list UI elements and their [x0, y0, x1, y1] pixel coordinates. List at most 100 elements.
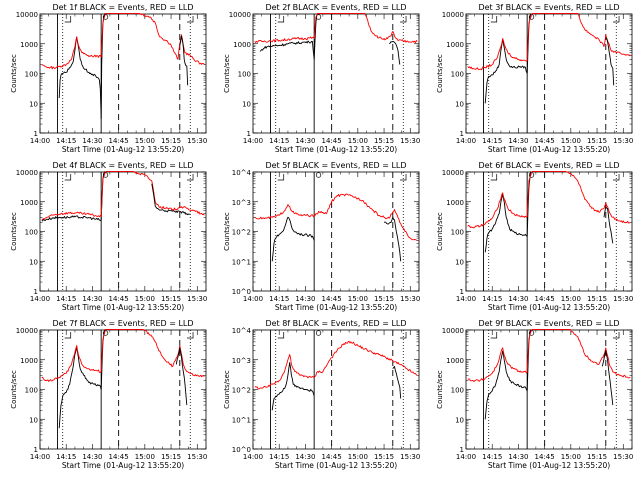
events-series-line: [259, 13, 319, 60]
x-tick-label: 14:00: [456, 137, 476, 145]
y-tick-label: 10000: [442, 327, 464, 335]
lld-series-line: [467, 328, 631, 383]
events-series-line: [41, 171, 106, 222]
x-tick-label: 14:15: [56, 137, 76, 145]
x-tick-label: 15:15: [161, 137, 181, 145]
y-tick-label: 1000: [233, 41, 251, 49]
x-tick-label: 15:00: [348, 137, 368, 145]
series-group: [467, 328, 631, 420]
y-tick-label: 10: [29, 416, 38, 424]
attenuator-marker: [277, 16, 285, 23]
x-tick-label: 15:00: [561, 295, 581, 303]
x-tick-label: 14:15: [56, 295, 76, 303]
y-tick-label: 10^4: [232, 169, 252, 177]
attenuator-marker: [277, 332, 285, 339]
y-tick-label: 10000: [16, 327, 38, 335]
attenuator-marker: [400, 16, 407, 23]
lld-series-line: [41, 170, 205, 221]
x-tick-label: 14:45: [535, 295, 555, 303]
interval-lines: [483, 330, 617, 449]
y-tick-label: 10^3: [232, 357, 251, 365]
x-tick-label: 14:30: [295, 453, 315, 461]
y-tick-label: 1: [460, 288, 464, 296]
events-series-line: [179, 35, 189, 86]
x-tick-label: 15:30: [613, 453, 633, 461]
interval-lines: [270, 330, 404, 449]
y-axis-label: Counts/sec: [223, 370, 231, 409]
y-tick-label: 100: [451, 229, 464, 237]
y-tick-label: 1: [34, 288, 38, 296]
panel-4: Det 4f BLACK = Events, RED = LLD 1 10 100 10…: [10, 161, 207, 312]
panel-title: Det 1f BLACK = Events, RED = LLD: [52, 3, 193, 12]
attenuator-marker: [64, 174, 72, 181]
series-group: [467, 12, 631, 104]
x-tick-label: 15:15: [161, 453, 181, 461]
x-tick-label: 14:45: [109, 453, 129, 461]
y-tick-label: 100: [25, 387, 38, 395]
attenuator-marker: [613, 174, 620, 181]
x-axis-label: Start Time (01-Aug-12 13:55:20): [488, 303, 610, 312]
y-axis-label: Counts/sec: [10, 370, 18, 409]
x-tick-label: 14:45: [109, 137, 129, 145]
x-tick-label: 15:00: [561, 453, 581, 461]
x-tick-label: 14:15: [269, 295, 289, 303]
x-tick-label: 15:00: [135, 295, 155, 303]
x-tick-label: 14:15: [482, 453, 502, 461]
panel-title: Det 9f BLACK = Events, RED = LLD: [478, 319, 619, 328]
attenuator-marker: [613, 16, 620, 23]
y-tick-label: 10^2: [232, 229, 251, 237]
x-tick-label: 15:00: [348, 453, 368, 461]
panel-1: Det 1f BLACK = Events, RED = LLD 1 10 100 10…: [10, 3, 207, 154]
attenuator-marker: [490, 332, 498, 339]
attenuator-marker: [315, 330, 322, 336]
x-tick-label: 14:00: [456, 295, 476, 303]
y-tick-label: 1: [34, 446, 38, 454]
y-tick-label: 1000: [446, 357, 464, 365]
x-axis-label: Start Time (01-Aug-12 13:55:20): [488, 145, 610, 154]
panel-6: Det 6f BLACK = Events, RED = LLD 1 10 100 10…: [436, 161, 633, 312]
lld-series-line: [254, 193, 418, 241]
x-tick-label: 14:45: [322, 295, 342, 303]
interval-lines: [270, 172, 404, 291]
x-tick-label: 14:45: [109, 295, 129, 303]
x-tick-label: 14:15: [269, 137, 289, 145]
x-axis-label: Start Time (01-Aug-12 13:55:20): [275, 145, 397, 154]
attenuator-marker: [187, 174, 194, 181]
events-series-line: [601, 350, 614, 406]
attenuator-marker: [64, 16, 72, 23]
x-tick-label: 15:00: [135, 453, 155, 461]
x-tick-label: 15:30: [400, 137, 420, 145]
interval-lines: [57, 14, 191, 133]
y-tick-label: 10000: [442, 11, 464, 19]
events-series-line: [271, 216, 315, 262]
events-series-line: [58, 13, 106, 120]
events-series-line: [392, 365, 402, 399]
y-axis-label: Counts/sec: [223, 54, 231, 93]
x-tick-label: 15:15: [587, 137, 607, 145]
events-series-line: [389, 40, 401, 65]
series-group: [254, 193, 418, 262]
events-series-line: [484, 171, 532, 253]
y-tick-label: 10: [455, 416, 464, 424]
y-tick-label: 10000: [442, 169, 464, 177]
series-group: [41, 12, 205, 120]
panel-title: Det 4f BLACK = Events, RED = LLD: [52, 161, 193, 170]
events-series-line: [58, 329, 106, 429]
x-tick-label: 14:30: [82, 453, 102, 461]
attenuator-marker: [490, 174, 498, 181]
panel-title: Det 3f BLACK = Events, RED = LLD: [478, 3, 619, 12]
y-axis-label: Counts/sec: [10, 54, 18, 93]
x-tick-label: 14:45: [535, 137, 555, 145]
y-axis-label: Counts/sec: [436, 54, 444, 93]
lld-series-line: [41, 12, 205, 70]
panel-5: Det 5f BLACK = Events, RED = LLD 10^0 10^1…: [223, 161, 420, 312]
x-tick-label: 14:45: [535, 453, 555, 461]
series-group: [254, 12, 418, 65]
x-tick-label: 15:30: [400, 453, 420, 461]
attenuator-marker: [613, 332, 620, 339]
lld-series-line: [254, 12, 418, 44]
plot-frame: [252, 13, 420, 134]
x-tick-label: 14:30: [295, 137, 315, 145]
interval-lines: [483, 14, 617, 133]
x-tick-label: 14:00: [30, 137, 50, 145]
